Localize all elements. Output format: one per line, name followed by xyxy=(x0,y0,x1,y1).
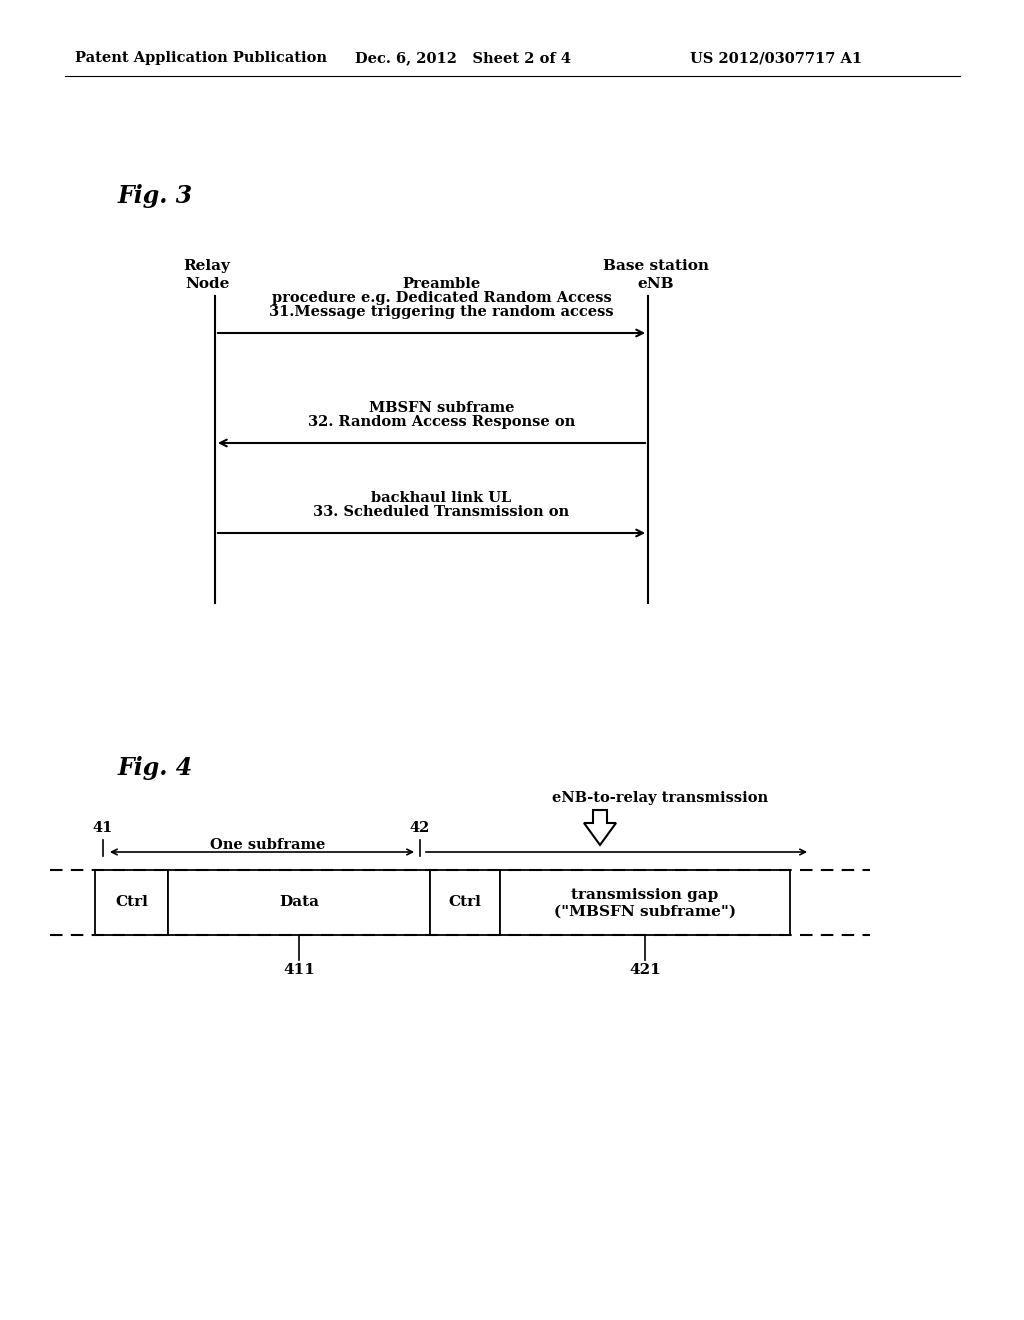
Text: 33. Scheduled Transmission on: 33. Scheduled Transmission on xyxy=(313,506,569,519)
Text: backhaul link UL: backhaul link UL xyxy=(372,491,512,506)
Text: 42: 42 xyxy=(410,821,430,836)
Bar xyxy=(500,870,790,935)
Polygon shape xyxy=(584,810,616,845)
Text: 31.Message triggering the random access: 31.Message triggering the random access xyxy=(269,305,613,319)
Text: US 2012/0307717 A1: US 2012/0307717 A1 xyxy=(690,51,862,65)
Text: Ctrl: Ctrl xyxy=(449,895,481,909)
Text: 411: 411 xyxy=(283,964,315,977)
Text: Ctrl: Ctrl xyxy=(115,895,147,909)
Text: procedure e.g. Dedicated Random Access: procedure e.g. Dedicated Random Access xyxy=(271,290,611,305)
Text: Base station: Base station xyxy=(603,259,709,273)
Text: One subframe: One subframe xyxy=(210,838,326,851)
Text: Fig. 3: Fig. 3 xyxy=(118,183,194,209)
Text: Dec. 6, 2012   Sheet 2 of 4: Dec. 6, 2012 Sheet 2 of 4 xyxy=(355,51,571,65)
Text: Relay: Relay xyxy=(183,259,230,273)
Text: 32. Random Access Response on: 32. Random Access Response on xyxy=(308,414,575,429)
Bar xyxy=(168,870,430,935)
Text: Patent Application Publication: Patent Application Publication xyxy=(75,51,327,65)
Text: Preamble: Preamble xyxy=(402,277,480,290)
Text: Fig. 4: Fig. 4 xyxy=(118,756,194,780)
Text: eNB: eNB xyxy=(638,277,675,290)
Text: Node: Node xyxy=(184,277,229,290)
Text: 41: 41 xyxy=(93,821,114,836)
Text: MBSFN subframe: MBSFN subframe xyxy=(369,401,514,414)
Text: 421: 421 xyxy=(629,964,660,977)
Bar xyxy=(95,870,168,935)
Text: Data: Data xyxy=(279,895,319,909)
Text: transmission gap: transmission gap xyxy=(571,888,719,903)
Text: eNB-to-relay transmission: eNB-to-relay transmission xyxy=(552,791,768,805)
Text: ("MBSFN subframe"): ("MBSFN subframe") xyxy=(554,904,736,919)
Bar xyxy=(430,870,500,935)
